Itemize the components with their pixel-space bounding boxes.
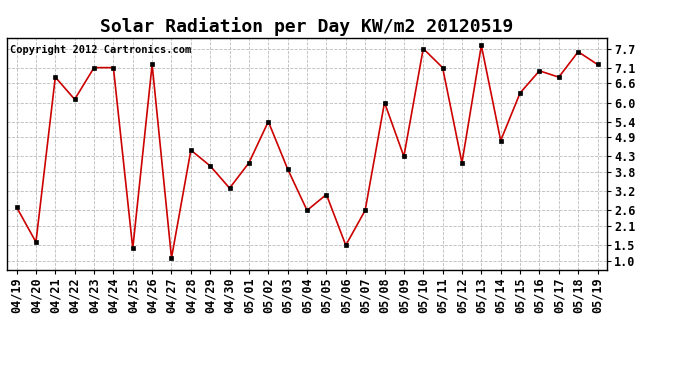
Text: Copyright 2012 Cartronics.com: Copyright 2012 Cartronics.com [10, 45, 191, 54]
Title: Solar Radiation per Day KW/m2 20120519: Solar Radiation per Day KW/m2 20120519 [101, 17, 513, 36]
